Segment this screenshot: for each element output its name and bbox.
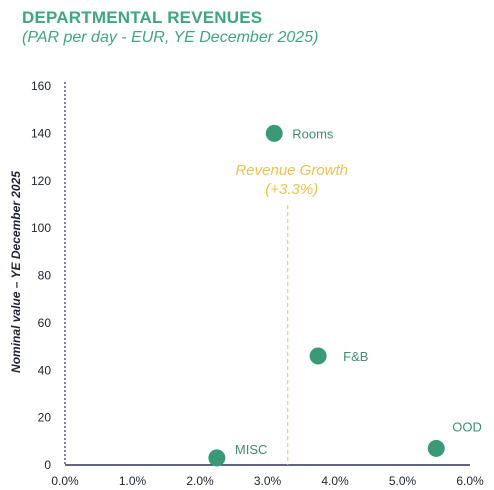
x-tick-label: 5.0% — [389, 474, 417, 488]
data-point — [208, 449, 226, 467]
y-tick-label: 120 — [31, 174, 51, 188]
chart-subtitle: (PAR per day - EUR, YE December 2025) — [22, 29, 319, 46]
data-point — [309, 347, 327, 365]
y-tick-label: 100 — [31, 221, 51, 235]
x-tick-label: 3.0% — [254, 474, 282, 488]
revenue-growth-label: Revenue Growth — [235, 162, 348, 179]
data-point — [265, 124, 283, 142]
y-tick-label: 160 — [31, 79, 51, 93]
data-point-label: F&B — [343, 349, 368, 364]
y-axis-label: Nominal value – YE December 2025 — [9, 171, 23, 373]
data-point-label: Rooms — [292, 126, 334, 141]
y-tick-label: 40 — [38, 363, 52, 377]
data-point-label: MISC — [235, 442, 268, 457]
y-tick-label: 140 — [31, 126, 51, 140]
y-tick-label: 0 — [44, 458, 51, 472]
x-tick-label: 6.0% — [456, 474, 484, 488]
x-tick-label: 2.0% — [186, 474, 214, 488]
data-point — [427, 439, 445, 457]
y-tick-label: 20 — [38, 411, 52, 425]
data-point-label: OOD — [452, 419, 482, 434]
y-tick-label: 80 — [38, 269, 52, 283]
chart-title: DEPARTMENTAL REVENUES — [22, 8, 263, 27]
x-tick-label: 1.0% — [119, 474, 147, 488]
x-tick-label: 4.0% — [321, 474, 349, 488]
revenue-growth-value: (+3.3%) — [265, 181, 318, 198]
y-tick-label: 60 — [38, 316, 52, 330]
x-tick-label: 0.0% — [51, 474, 79, 488]
